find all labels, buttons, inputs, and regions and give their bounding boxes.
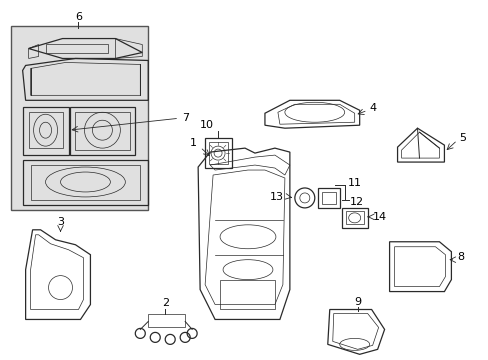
Text: 13: 13	[269, 192, 284, 202]
Text: 4: 4	[369, 103, 376, 113]
Text: 7: 7	[181, 113, 188, 123]
Text: 1: 1	[190, 138, 197, 148]
Text: 3: 3	[57, 217, 64, 227]
Text: 9: 9	[353, 297, 361, 306]
Text: 12: 12	[349, 197, 363, 207]
Text: 11: 11	[347, 178, 361, 188]
Text: 2: 2	[162, 297, 168, 307]
FancyBboxPatch shape	[11, 26, 148, 210]
Text: 5: 5	[458, 133, 466, 143]
Text: 6: 6	[75, 12, 82, 22]
Text: 10: 10	[200, 120, 214, 130]
Text: 14: 14	[372, 212, 386, 222]
Text: 8: 8	[456, 252, 464, 262]
